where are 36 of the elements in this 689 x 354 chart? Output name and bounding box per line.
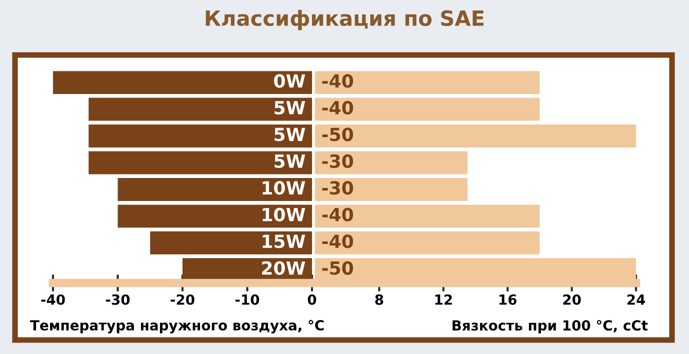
chart-title: Классификация по SAE (206, 10, 484, 30)
annotation: -40 (322, 100, 354, 115)
bar (315, 151, 468, 174)
x-tick-label: 8 (375, 294, 384, 305)
y-tick-label: 5W (274, 154, 306, 168)
x-tick-label: 20 (563, 294, 581, 305)
bar (315, 124, 636, 148)
x-tick-label: -30 (106, 294, 130, 305)
y-tick-label: 10W (262, 208, 306, 222)
y-tick-label: 0W (274, 74, 306, 88)
x-tick-label: 16 (500, 294, 517, 305)
annotation: -50 (322, 128, 354, 142)
annotation: -40 (322, 74, 354, 88)
bar (315, 231, 540, 254)
annotation: -30 (322, 181, 354, 195)
bar (315, 178, 468, 201)
y-tick-label: 5W (274, 101, 306, 115)
bar (315, 204, 540, 228)
y-tick-label: 15W (262, 234, 306, 248)
annotation: -30 (322, 154, 354, 168)
annotation: -40 (322, 234, 354, 248)
y-tick-label: 10W (262, 181, 306, 195)
x-tick-label: 24 (627, 294, 646, 305)
annotation: -40 (322, 208, 354, 222)
x-tick-label: 0 (308, 294, 316, 305)
bar (315, 71, 540, 94)
y-tick-label: 20W (262, 261, 306, 275)
x-tick-label: -40 (41, 294, 65, 305)
y-tick-label: 5W (274, 128, 306, 142)
x-tick-label: -20 (170, 294, 194, 305)
x-tick-label: 12 (435, 294, 452, 305)
x-tick-label: -10 (235, 294, 260, 305)
annotation: -50 (322, 261, 354, 275)
x-axis-title: Вязкость при 100 °C, cCt (452, 320, 648, 334)
bar (315, 98, 540, 121)
x-axis-title: Температура наружного воздуха, °C (30, 320, 324, 334)
